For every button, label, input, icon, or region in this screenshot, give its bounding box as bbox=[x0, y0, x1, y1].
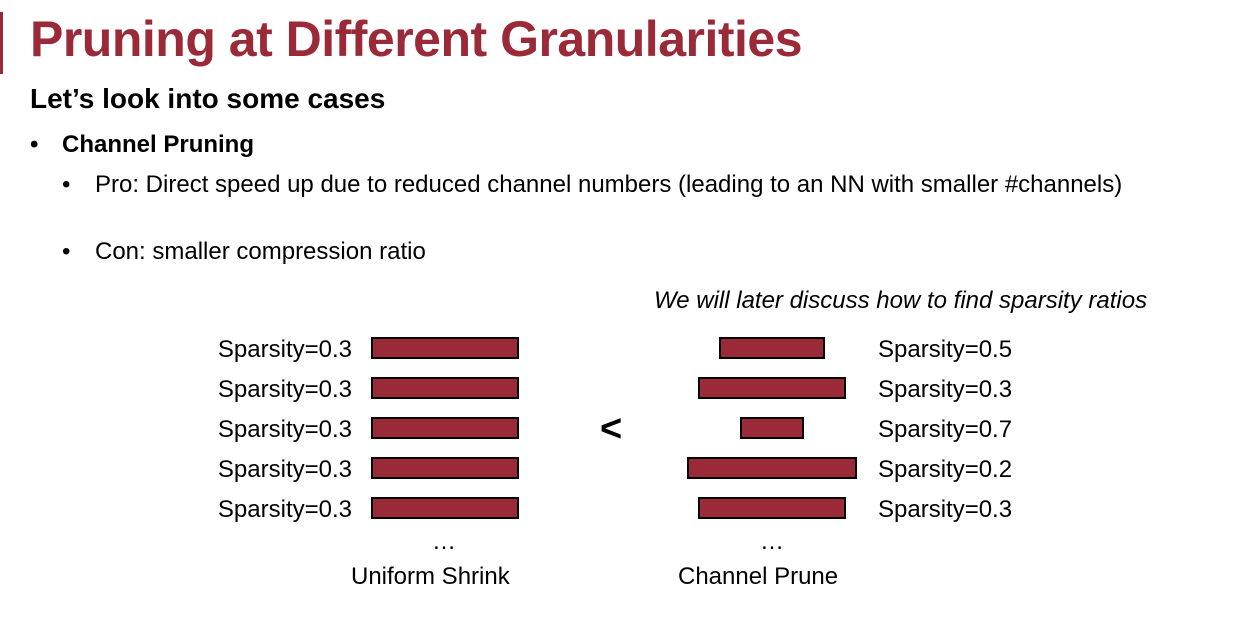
uniform-layer-bar bbox=[371, 337, 519, 359]
channel-layer-bar bbox=[698, 377, 846, 399]
channel-layer-bar bbox=[719, 337, 825, 359]
bullet-main-text: Channel Pruning bbox=[62, 131, 254, 158]
channel-layer-bar bbox=[740, 417, 804, 439]
channel-sparsity-label: Sparsity=0.3 bbox=[878, 496, 1013, 523]
uniform-layer-bar bbox=[371, 497, 519, 519]
channel-sparsity-label: Sparsity=0.3 bbox=[878, 376, 1013, 403]
uniform-sparsity-label: Sparsity=0.3 bbox=[217, 416, 352, 443]
channel-sparsity-label: Sparsity=0.7 bbox=[878, 416, 1013, 443]
uniform-layer-bar bbox=[371, 417, 519, 439]
uniform-sparsity-label: Sparsity=0.3 bbox=[217, 456, 352, 483]
uniform-sparsity-label: Sparsity=0.3 bbox=[217, 496, 352, 523]
slide-subtitle: Let’s look into some cases bbox=[30, 83, 386, 114]
channel-prune-caption: Channel Prune bbox=[678, 563, 839, 590]
uniform-shrink-caption: Uniform Shrink bbox=[351, 563, 510, 590]
channel-sparsity-label: Sparsity=0.5 bbox=[878, 336, 1013, 363]
bullet-pro-text: Pro: Direct speed up due to reduced chan… bbox=[95, 171, 1123, 198]
channel-sparsity-label: Sparsity=0.2 bbox=[878, 456, 1013, 483]
title-accent-bar bbox=[0, 12, 3, 74]
channel-layer-bar bbox=[687, 457, 857, 479]
bullet-pro: • Pro: Direct speed up due to reduced ch… bbox=[62, 170, 1162, 200]
uniform-layer-bar bbox=[371, 377, 519, 399]
bullet-dot: • bbox=[30, 131, 39, 158]
bullet-dot: • bbox=[62, 171, 71, 198]
slide-title: Pruning at Different Granularities bbox=[30, 11, 803, 67]
uniform-ellipsis: … bbox=[432, 528, 456, 555]
less-than-symbol: < bbox=[600, 408, 623, 450]
channel-layer-bar bbox=[698, 497, 846, 519]
uniform-sparsity-label: Sparsity=0.3 bbox=[217, 376, 352, 403]
uniform-layer-bar bbox=[371, 457, 519, 479]
uniform-sparsity-label: Sparsity=0.3 bbox=[217, 336, 352, 363]
sparsity-note: We will later discuss how to find sparsi… bbox=[654, 287, 1148, 314]
bullet-channel-pruning: • Channel Pruning bbox=[30, 131, 254, 159]
bullet-dot: • bbox=[62, 238, 71, 265]
channel-ellipsis: … bbox=[760, 528, 784, 555]
bullet-con: • Con: smaller compression ratio bbox=[62, 237, 1162, 267]
bullet-con-text: Con: smaller compression ratio bbox=[95, 238, 426, 265]
